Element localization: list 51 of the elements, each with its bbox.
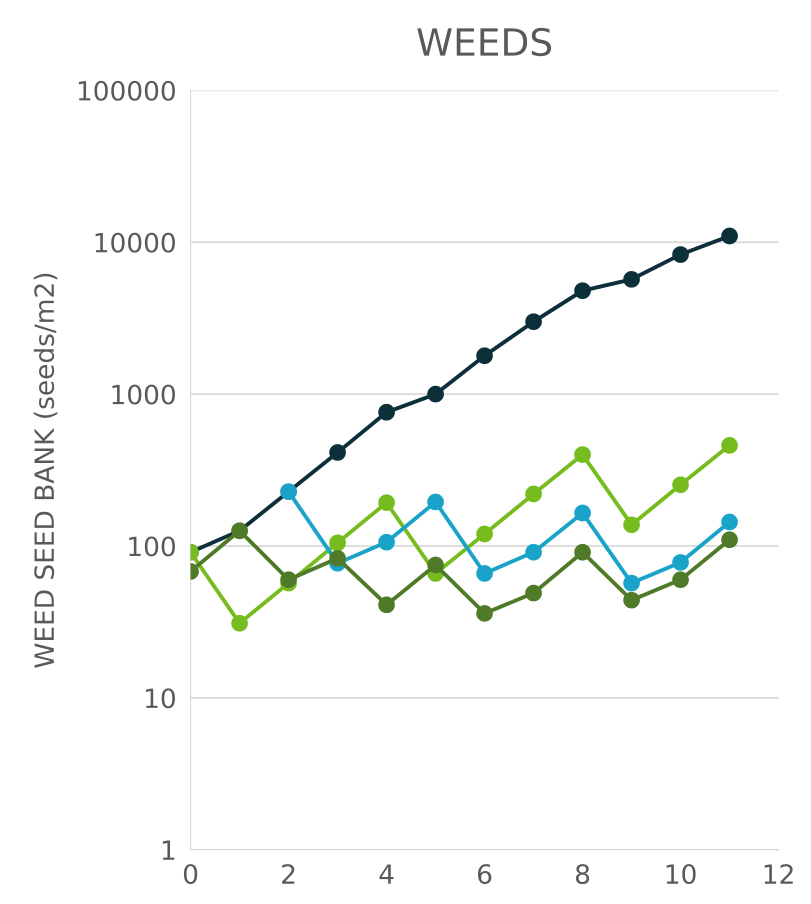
point [525, 486, 542, 502]
x-tick-label: 8 [576, 864, 590, 884]
point [427, 386, 444, 402]
x-tick-label: 0 [184, 864, 198, 884]
point [623, 516, 640, 534]
y-tick-label: 100000 [78, 80, 175, 101]
x-tick-label: 12 [764, 864, 793, 884]
y-tick-label: 1000 [112, 384, 175, 405]
point [476, 526, 493, 542]
point [721, 228, 738, 244]
point [672, 554, 689, 571]
point [280, 571, 297, 588]
point [721, 531, 738, 548]
x-tick-label: 4 [379, 864, 394, 884]
point [378, 534, 395, 551]
x-tick-label: 6 [478, 864, 492, 884]
y-tick-label: 10 [146, 688, 175, 708]
point [623, 592, 640, 608]
point [574, 504, 591, 522]
point [721, 514, 738, 530]
point [525, 584, 542, 602]
point [378, 494, 395, 511]
y-axis-title: WEED SEED BANK (seeds/m2) [34, 274, 58, 668]
chart-title: WEEDS [417, 28, 552, 56]
y-tick-label: 10000 [96, 232, 175, 253]
point [329, 444, 346, 461]
y-tick-label: 100 [129, 536, 175, 556]
point [231, 614, 248, 632]
point [721, 437, 738, 454]
point [525, 544, 542, 561]
point [476, 605, 493, 622]
x-tick-label: 2 [282, 864, 294, 884]
point [574, 282, 591, 300]
point [329, 550, 346, 567]
point [574, 446, 591, 463]
point [672, 246, 689, 263]
point [476, 347, 493, 364]
y-tick-label: 1 [162, 840, 174, 860]
x-tick-label: 10 [666, 864, 696, 884]
point [672, 476, 689, 494]
point [378, 404, 395, 421]
point [672, 571, 689, 588]
point [329, 534, 346, 552]
point [574, 544, 591, 561]
point [427, 494, 444, 510]
point [427, 556, 444, 574]
point [623, 574, 640, 592]
point [525, 313, 542, 330]
point [623, 271, 640, 288]
point [476, 565, 493, 582]
point [378, 596, 395, 614]
